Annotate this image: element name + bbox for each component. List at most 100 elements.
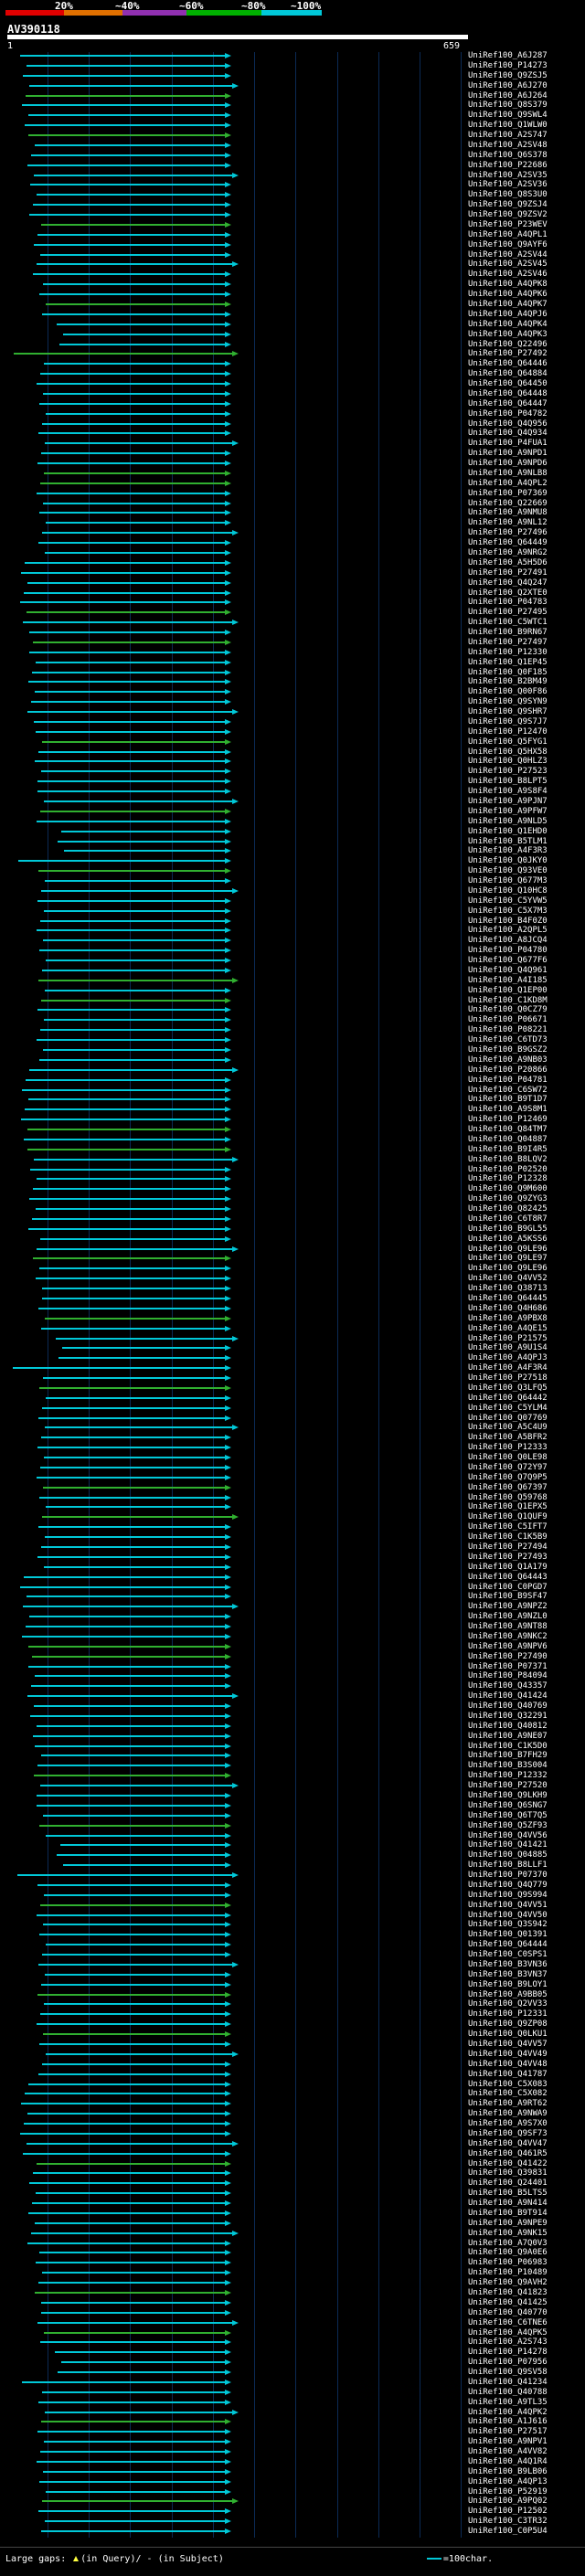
hit-label[interactable]: UniRef100_Q00F86 [468, 687, 548, 697]
hit-row[interactable]: UniRef100_A9PQ02 [0, 2496, 585, 2506]
hit-row[interactable]: UniRef100_P12331 [0, 2009, 585, 2019]
hit-label[interactable]: UniRef100_A5C4U9 [468, 1423, 548, 1433]
hit-label[interactable]: UniRef100_A9NZL0 [468, 1612, 548, 1622]
hit-label[interactable]: UniRef100_Q22496 [468, 339, 548, 349]
hit-row[interactable]: UniRef100_A5H5D6 [0, 558, 585, 567]
hit-row[interactable]: UniRef100_Q8S379 [0, 101, 585, 110]
hit-row[interactable]: UniRef100_Q9A0E6 [0, 2248, 585, 2257]
hit-row[interactable]: UniRef100_Q64444 [0, 1940, 585, 1949]
hit-label[interactable]: UniRef100_C6TNE6 [468, 2317, 548, 2327]
hit-row[interactable]: UniRef100_B8LPT5 [0, 777, 585, 786]
hit-row[interactable]: UniRef100_Q64445 [0, 1294, 585, 1303]
hit-label[interactable]: UniRef100_A9RT62 [468, 2099, 548, 2109]
hit-row[interactable]: UniRef100_A9NK15 [0, 2229, 585, 2238]
hit-label[interactable]: UniRef100_Q64446 [468, 359, 548, 369]
hit-row[interactable]: UniRef100_A6J270 [0, 81, 585, 90]
hit-label[interactable]: UniRef100_Q1A179 [468, 1562, 548, 1572]
hit-row[interactable]: UniRef100_P07956 [0, 2358, 585, 2367]
hit-label[interactable]: UniRef100_Q41787 [468, 2069, 548, 2079]
hit-row[interactable]: UniRef100_Q9SHR7 [0, 707, 585, 716]
hit-label[interactable]: UniRef100_B7FH29 [468, 1751, 548, 1761]
hit-row[interactable]: UniRef100_Q9ZSJ5 [0, 71, 585, 80]
hit-row[interactable]: UniRef100_Q72Y97 [0, 1463, 585, 1472]
hit-row[interactable]: UniRef100_C5X083 [0, 2080, 585, 2089]
hit-row[interactable]: UniRef100_B2BM49 [0, 677, 585, 686]
hit-row[interactable]: UniRef100_Q41234 [0, 2378, 585, 2387]
hit-label[interactable]: UniRef100_Q9S994 [468, 1890, 548, 1900]
hit-row[interactable]: UniRef100_A4QPL1 [0, 230, 585, 239]
hit-row[interactable]: UniRef100_Q04887 [0, 1135, 585, 1144]
hit-row[interactable]: UniRef100_A4Q1R4 [0, 2457, 585, 2466]
hit-row[interactable]: UniRef100_Q64448 [0, 389, 585, 398]
hit-row[interactable]: UniRef100_A4QPK6 [0, 290, 585, 299]
hit-row[interactable]: UniRef100_Q32291 [0, 1712, 585, 1721]
hit-row[interactable]: UniRef100_P04782 [0, 409, 585, 419]
hit-row[interactable]: UniRef100_A2SV45 [0, 260, 585, 269]
hit-row[interactable]: UniRef100_Q40770 [0, 2308, 585, 2317]
hit-label[interactable]: UniRef100_A2SV45 [468, 260, 548, 270]
hit-row[interactable]: UniRef100_Q9S7J7 [0, 717, 585, 726]
hit-row[interactable]: UniRef100_Q9LKH9 [0, 1791, 585, 1800]
hit-label[interactable]: UniRef100_Q64445 [468, 1294, 548, 1303]
hit-label[interactable]: UniRef100_A4QPJ6 [468, 309, 548, 319]
hit-label[interactable]: UniRef100_Q4Q956 [468, 419, 548, 429]
hit-label[interactable]: UniRef100_A9NPD1 [468, 449, 548, 459]
hit-row[interactable]: UniRef100_Q9AVH2 [0, 2278, 585, 2287]
hit-row[interactable]: UniRef100_A2SV46 [0, 270, 585, 279]
hit-label[interactable]: UniRef100_C5WTC1 [468, 618, 548, 628]
hit-label[interactable]: UniRef100_Q0CZ79 [468, 1005, 548, 1015]
hit-label[interactable]: UniRef100_Q4VV50 [468, 1910, 548, 1920]
hit-label[interactable]: UniRef100_A9NB03 [468, 1055, 548, 1065]
hit-row[interactable]: UniRef100_A9NWA9 [0, 2109, 585, 2118]
hit-row[interactable]: UniRef100_B8LQV2 [0, 1155, 585, 1164]
hit-label[interactable]: UniRef100_Q9LKH9 [468, 1791, 548, 1800]
hit-label[interactable]: UniRef100_P12469 [468, 1115, 548, 1125]
hit-label[interactable]: UniRef100_Q22669 [468, 498, 548, 508]
hit-label[interactable]: UniRef100_Q41424 [468, 1691, 548, 1701]
hit-label[interactable]: UniRef100_A9PBX8 [468, 1313, 548, 1323]
hit-label[interactable]: UniRef100_A2SV48 [468, 140, 548, 150]
hit-label[interactable]: UniRef100_Q5HX58 [468, 747, 548, 757]
hit-label[interactable]: UniRef100_A9NLB8 [468, 468, 548, 478]
hit-row[interactable]: UniRef100_Q64449 [0, 538, 585, 547]
hit-row[interactable]: UniRef100_C5YLM4 [0, 1404, 585, 1413]
hit-row[interactable]: UniRef100_P10489 [0, 2268, 585, 2277]
hit-row[interactable]: UniRef100_B9T1D7 [0, 1095, 585, 1104]
hit-label[interactable]: UniRef100_Q40788 [468, 2387, 548, 2397]
hit-label[interactable]: UniRef100_Q07769 [468, 1413, 548, 1423]
hit-label[interactable]: UniRef100_A4F3R4 [468, 1363, 548, 1373]
hit-label[interactable]: UniRef100_A9NL12 [468, 518, 548, 528]
hit-row[interactable]: UniRef100_Q64884 [0, 369, 585, 378]
hit-row[interactable]: UniRef100_P14278 [0, 2348, 585, 2357]
hit-label[interactable]: UniRef100_A9S8M1 [468, 1105, 548, 1115]
hit-row[interactable]: UniRef100_Q4H686 [0, 1304, 585, 1313]
hit-row[interactable]: UniRef100_P12330 [0, 648, 585, 657]
hit-label[interactable]: UniRef100_P27495 [468, 608, 548, 618]
hit-row[interactable]: UniRef100_Q5ZF93 [0, 1821, 585, 1830]
hit-label[interactable]: UniRef100_Q40769 [468, 1701, 548, 1712]
hit-row[interactable]: UniRef100_A9PFW7 [0, 807, 585, 816]
hit-label[interactable]: UniRef100_P06671 [468, 1015, 548, 1025]
hit-label[interactable]: UniRef100_Q6T7Q5 [468, 1810, 548, 1820]
hit-row[interactable]: UniRef100_P12469 [0, 1115, 585, 1125]
hit-label[interactable]: UniRef100_P52919 [468, 2486, 548, 2496]
hit-row[interactable]: UniRef100_Q3S942 [0, 1920, 585, 1929]
hit-label[interactable]: UniRef100_P07369 [468, 488, 548, 498]
hit-label[interactable]: UniRef100_Q677M3 [468, 876, 548, 886]
hit-label[interactable]: UniRef100_Q82425 [468, 1204, 548, 1214]
hit-row[interactable]: UniRef100_Q0JKY0 [0, 856, 585, 865]
hit-label[interactable]: UniRef100_P27490 [468, 1651, 548, 1661]
hit-label[interactable]: UniRef100_P22686 [468, 160, 548, 170]
hit-row[interactable]: UniRef100_P27495 [0, 608, 585, 618]
hit-label[interactable]: UniRef100_Q9LE96 [468, 1244, 548, 1254]
hit-row[interactable]: UniRef100_Q8S3U0 [0, 190, 585, 199]
hit-row[interactable]: UniRef100_Q3LFQ5 [0, 1383, 585, 1393]
hit-row[interactable]: UniRef100_A4QPK7 [0, 300, 585, 309]
hit-row[interactable]: UniRef100_A4F3R4 [0, 1363, 585, 1373]
hit-label[interactable]: UniRef100_B9GSZ2 [468, 1045, 548, 1055]
hit-row[interactable]: UniRef100_A6J287 [0, 51, 585, 60]
hit-row[interactable]: UniRef100_P23WEV [0, 220, 585, 229]
hit-row[interactable]: UniRef100_Q64446 [0, 359, 585, 369]
hit-label[interactable]: UniRef100_A4F3R3 [468, 846, 548, 856]
hit-label[interactable]: UniRef100_Q84TM7 [468, 1125, 548, 1135]
